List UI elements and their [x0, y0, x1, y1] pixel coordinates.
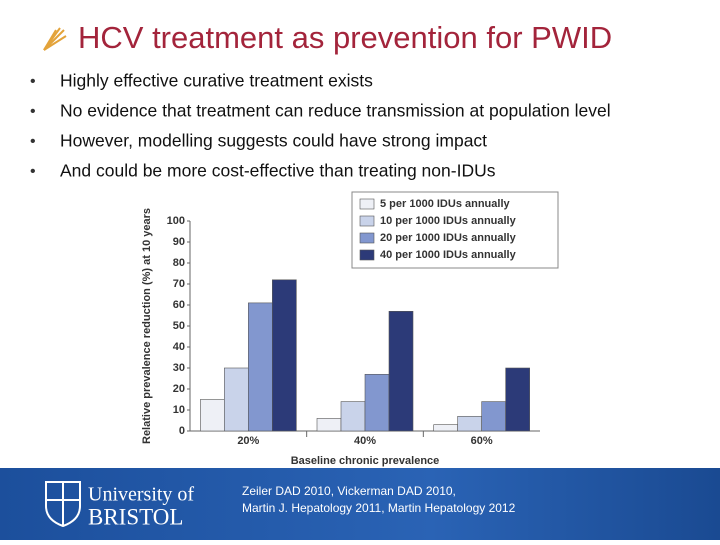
legend-swatch — [359, 215, 375, 227]
bar — [364, 373, 390, 432]
footer-band — [0, 468, 720, 540]
y-tick-label: 50 — [173, 320, 185, 332]
logo-shield — [45, 481, 81, 528]
y-axis-label: Relative prevalence reduction (%) at 10 … — [141, 208, 153, 444]
logo-text: University of — [88, 484, 194, 506]
legend-swatch — [359, 249, 375, 261]
bullet-dot: • — [30, 133, 36, 150]
citation: Martin J. Hepatology 2011, Martin Hepato… — [242, 501, 516, 515]
legend-swatch — [359, 232, 375, 244]
bar — [316, 418, 342, 432]
bar — [248, 302, 273, 432]
legend-label: 5 per 1000 IDUs annually — [380, 198, 510, 210]
bar — [433, 424, 458, 432]
bullet-text: And could be more cost-effective than tr… — [60, 161, 496, 181]
bullet-dot: • — [30, 73, 36, 90]
y-tick-label: 30 — [173, 362, 185, 374]
citation: Zeiler DAD 2010, Vickerman DAD 2010, — [242, 484, 456, 498]
x-tick-label: 20% — [237, 435, 259, 447]
slide-title: HCV treatment as prevention for PWID — [78, 20, 612, 55]
y-tick-label: 80 — [173, 257, 185, 269]
y-tick-label: 0 — [179, 425, 185, 437]
bar — [224, 367, 249, 432]
bullet-dot: • — [30, 163, 36, 180]
legend-box — [351, 191, 559, 269]
y-tick-label: 40 — [173, 341, 185, 353]
y-tick-label: 90 — [173, 236, 185, 248]
legend-label: 40 per 1000 IDUs annually — [380, 249, 517, 261]
bar — [272, 279, 297, 432]
bullet-dot: • — [30, 103, 36, 120]
x-tick-label: 40% — [354, 435, 376, 447]
title-icon — [43, 27, 67, 51]
logo-text: BRISTOL — [88, 504, 183, 529]
bar — [340, 401, 366, 432]
legend-label: 20 per 1000 IDUs annually — [380, 232, 517, 244]
legend-swatch — [359, 198, 375, 210]
bar — [200, 399, 225, 432]
bullet-text: Highly effective curative treatment exis… — [60, 71, 373, 91]
legend-label: 10 per 1000 IDUs annually — [380, 215, 517, 227]
x-tick-label: 60% — [471, 435, 493, 447]
bullet-text: However, modelling suggests could have s… — [60, 131, 487, 151]
y-tick-label: 20 — [173, 383, 185, 395]
y-tick-label: 100 — [167, 215, 185, 227]
bar — [505, 367, 530, 432]
y-tick-label: 10 — [173, 404, 185, 416]
bullet-text: No evidence that treatment can reduce tr… — [60, 101, 611, 121]
y-tick-label: 70 — [173, 278, 185, 290]
bar — [457, 415, 482, 432]
bar — [388, 310, 414, 432]
y-tick-label: 60 — [173, 299, 185, 311]
bar — [481, 401, 506, 432]
x-axis-label: Baseline chronic prevalence — [291, 455, 440, 467]
